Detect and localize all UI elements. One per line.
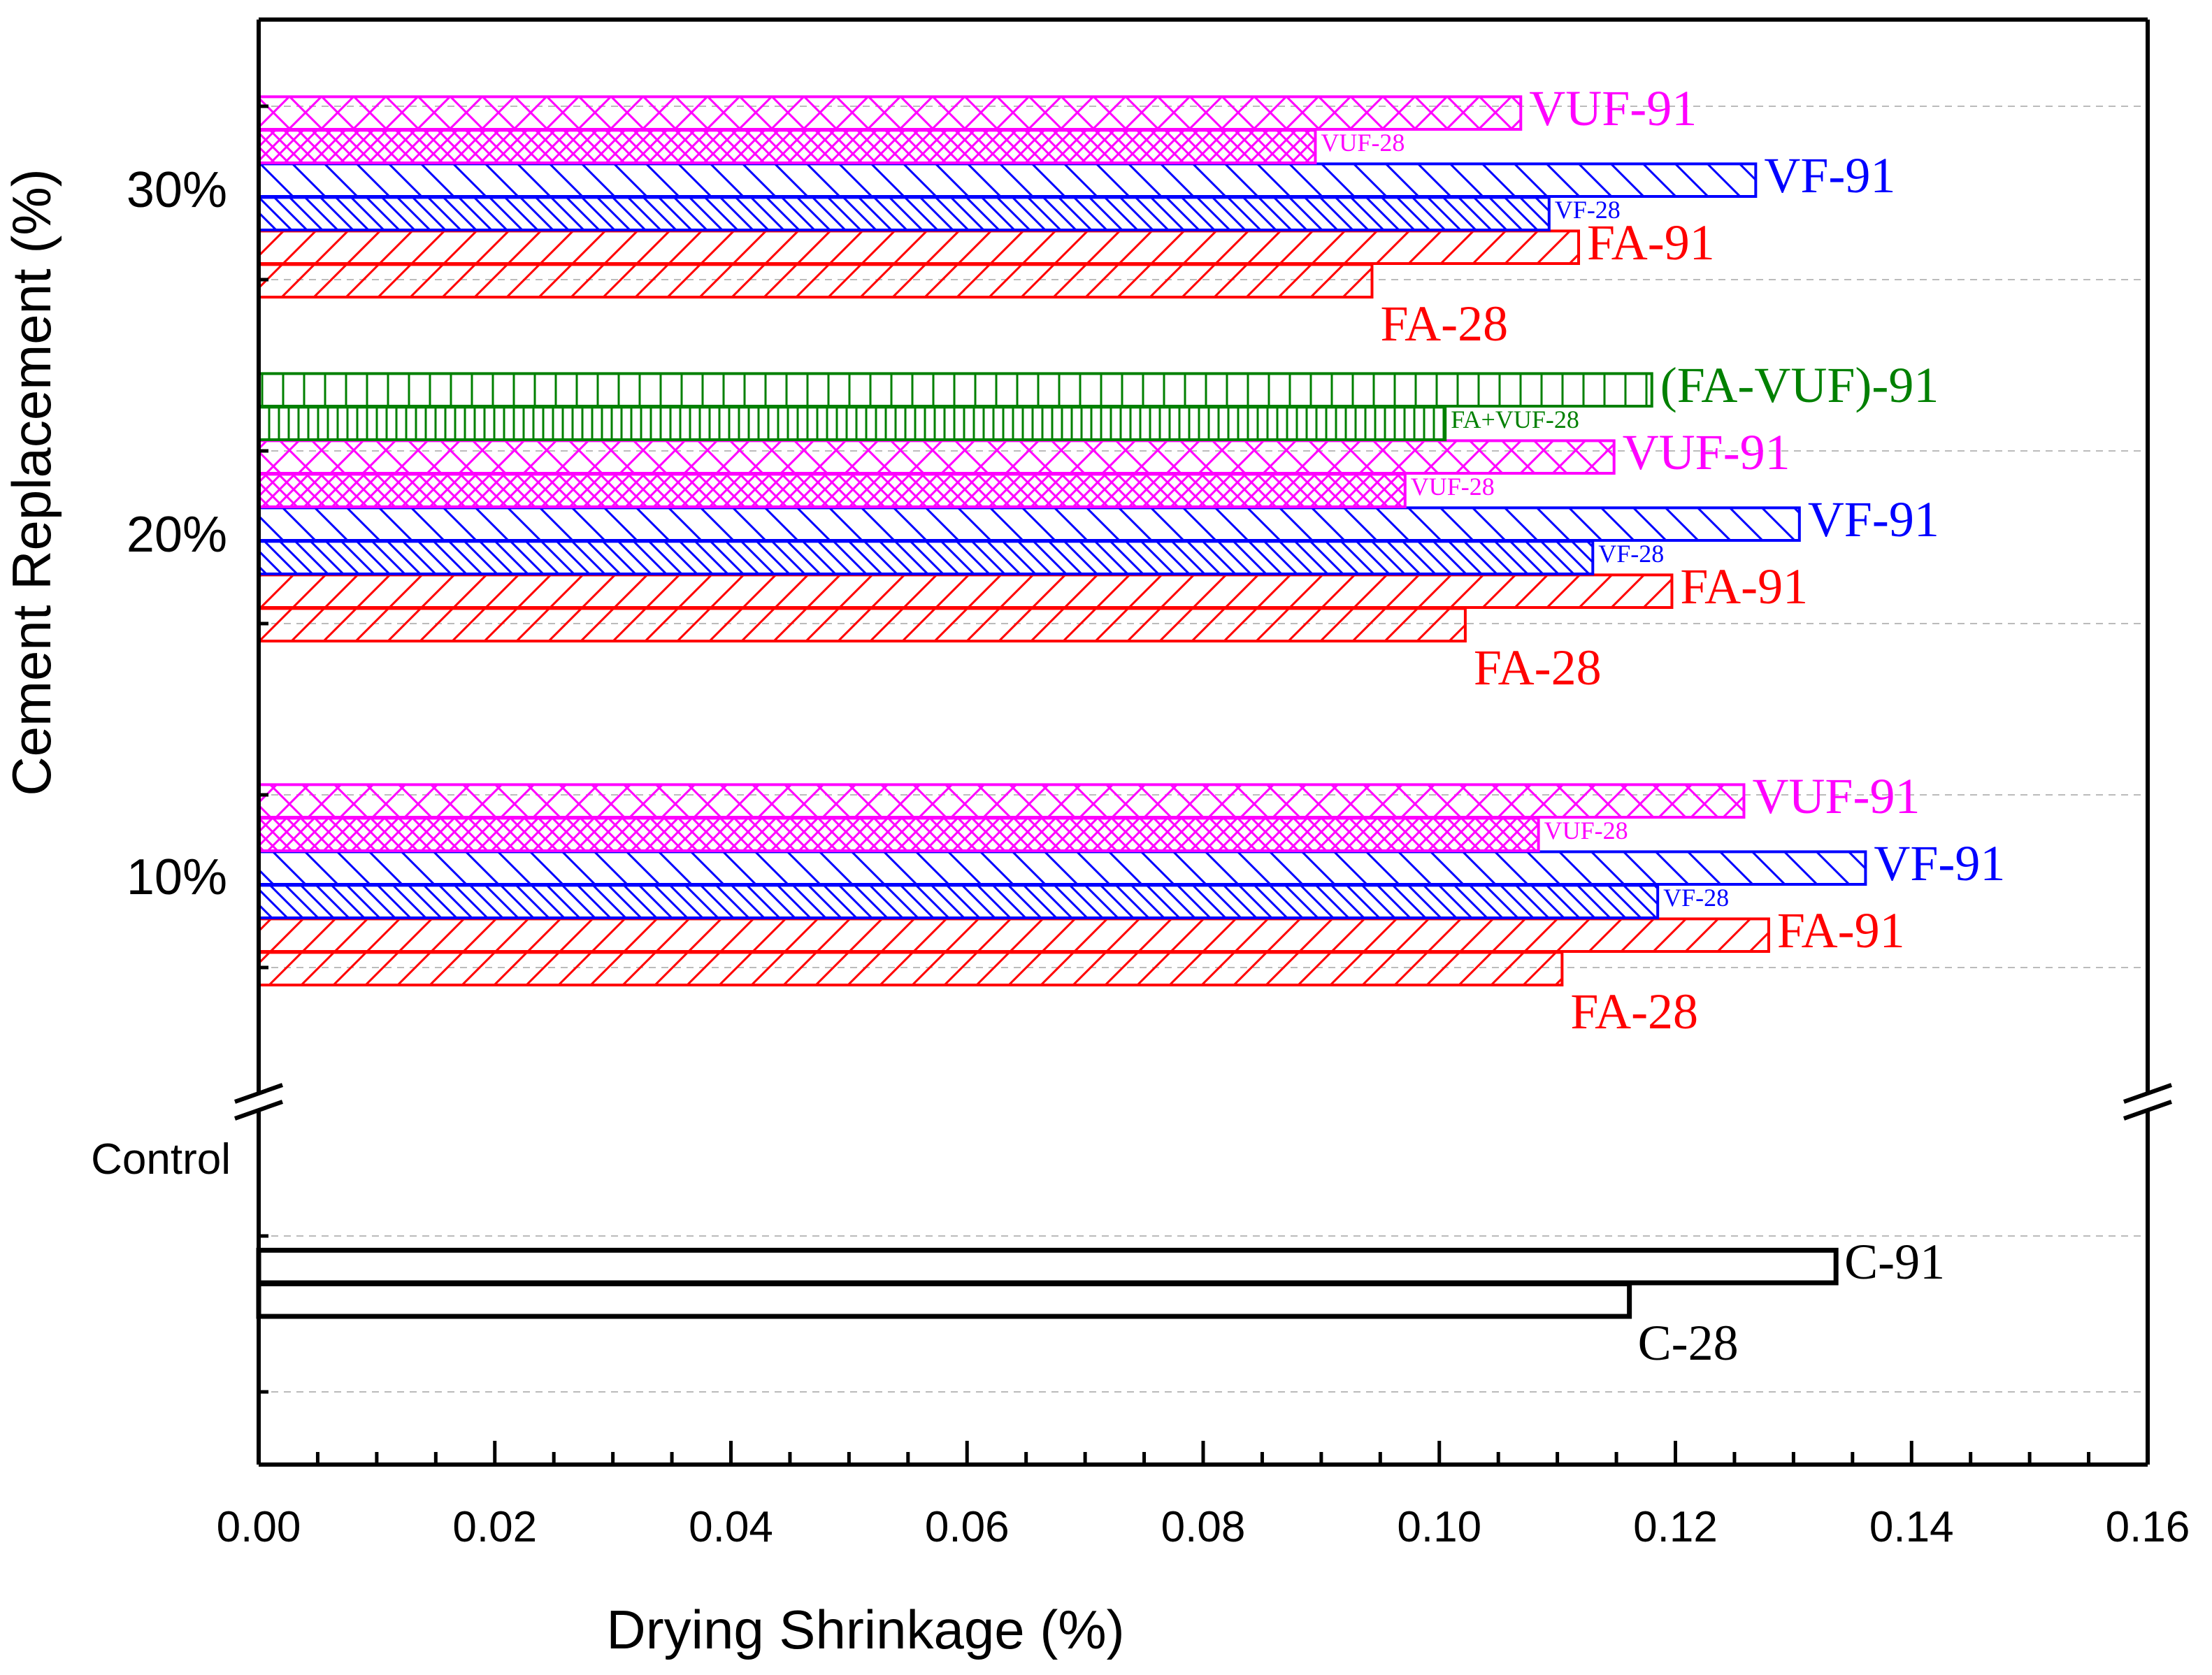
bar-label: VF-91 <box>1874 835 2005 891</box>
bar-label: VF-28 <box>1663 884 1729 912</box>
x-tick-label: 0.04 <box>689 1503 773 1551</box>
bar-label: VUF-91 <box>1529 80 1697 136</box>
bar-20pct-fa-28 <box>257 607 1467 643</box>
bar-label: VUF-91 <box>1752 768 1920 824</box>
x-tick-label: 0.10 <box>1397 1503 1481 1551</box>
bar-control-c-91 <box>256 1247 1839 1286</box>
bar-label: C-91 <box>1844 1234 1945 1290</box>
axis-break-right <box>2123 1083 2172 1104</box>
bar-label: VUF-91 <box>1623 424 1790 480</box>
y-tick-label: 30% <box>127 162 227 218</box>
bar-10pct-vf-91 <box>257 850 1867 886</box>
bar-20pct-fa-vuf-91 <box>257 372 1653 408</box>
x-tick-label: 0.14 <box>1869 1503 1954 1551</box>
x-tick-label: 0.00 <box>217 1503 301 1551</box>
bar-20pct-fa-91 <box>257 573 1674 610</box>
bar-20pct-vf-91 <box>257 506 1801 542</box>
bar-label: FA-28 <box>1380 296 1508 352</box>
y-tick-label: Control <box>91 1135 231 1184</box>
y-axis-title: Cement Replacement (%) <box>1 168 62 796</box>
x-tick-label: 0.08 <box>1161 1503 1246 1551</box>
bar-10pct-vuf-91 <box>257 783 1746 819</box>
bar-label: FA-91 <box>1777 903 1905 958</box>
axes: 30% 20% 10% Control 0.00 0.02 0.04 0.06 0.08 0.10… <box>91 17 2190 1551</box>
y-tick-label: 10% <box>127 849 227 905</box>
bar-10pct-vf-28 <box>257 884 1660 920</box>
bar-20pct-vuf-91 <box>257 439 1616 475</box>
bar-30pct-vf-91 <box>257 162 1758 198</box>
x-tick-label: 0.12 <box>1633 1503 1718 1551</box>
bar-label: FA-91 <box>1587 215 1715 271</box>
bar-20pct-favuf-28 <box>257 405 1447 442</box>
bar-label: (FA-VUF)-91 <box>1660 357 1939 413</box>
bar-10pct-fa-91 <box>257 917 1770 954</box>
bar-label: VF-91 <box>1808 491 1939 547</box>
bar-label: VUF-28 <box>1321 129 1405 157</box>
bar-control-c-28 <box>256 1281 1632 1319</box>
bar-10pct-fa-28 <box>257 951 1564 987</box>
bar-20pct-vf-28 <box>257 540 1595 576</box>
axis-break-left <box>234 1083 283 1104</box>
x-tick-label: 0.06 <box>925 1503 1010 1551</box>
bar-label: VUF-28 <box>1411 473 1495 501</box>
bars: FA-28FA-91VF-28VF-91VUF-28VUF-91FA-28FA-… <box>256 80 2005 1371</box>
bar-30pct-vuf-28 <box>257 129 1317 164</box>
bar-30pct-fa-91 <box>257 229 1581 265</box>
bar-label: VUF-28 <box>1544 817 1628 844</box>
axis-break-right <box>2123 1100 2172 1121</box>
bar-label: VF-28 <box>1598 540 1664 568</box>
bar-30pct-vuf-91 <box>257 95 1523 131</box>
bar-label: VF-91 <box>1764 148 1895 203</box>
bar-30pct-fa-28 <box>257 263 1374 299</box>
x-axis-title: Drying Shrinkage (%) <box>606 1599 1124 1660</box>
bar-label: FA+VUF-28 <box>1451 405 1579 433</box>
x-tick-label: 0.16 <box>2106 1503 2190 1551</box>
bar-30pct-vf-28 <box>257 196 1551 231</box>
grid-lines <box>259 106 2148 1393</box>
bar-20pct-vuf-28 <box>257 473 1407 509</box>
axis-break-left <box>234 1100 283 1121</box>
bar-label: VF-28 <box>1555 196 1621 224</box>
bar-label: FA-28 <box>1570 984 1698 1040</box>
bar-label: FA-28 <box>1474 640 1602 696</box>
bar-label: FA-91 <box>1680 559 1808 614</box>
y-tick-label: 20% <box>127 507 227 563</box>
bar-10pct-vuf-28 <box>257 817 1540 853</box>
x-tick-label: 0.02 <box>452 1503 537 1551</box>
bar-label: C-28 <box>1638 1315 1739 1371</box>
